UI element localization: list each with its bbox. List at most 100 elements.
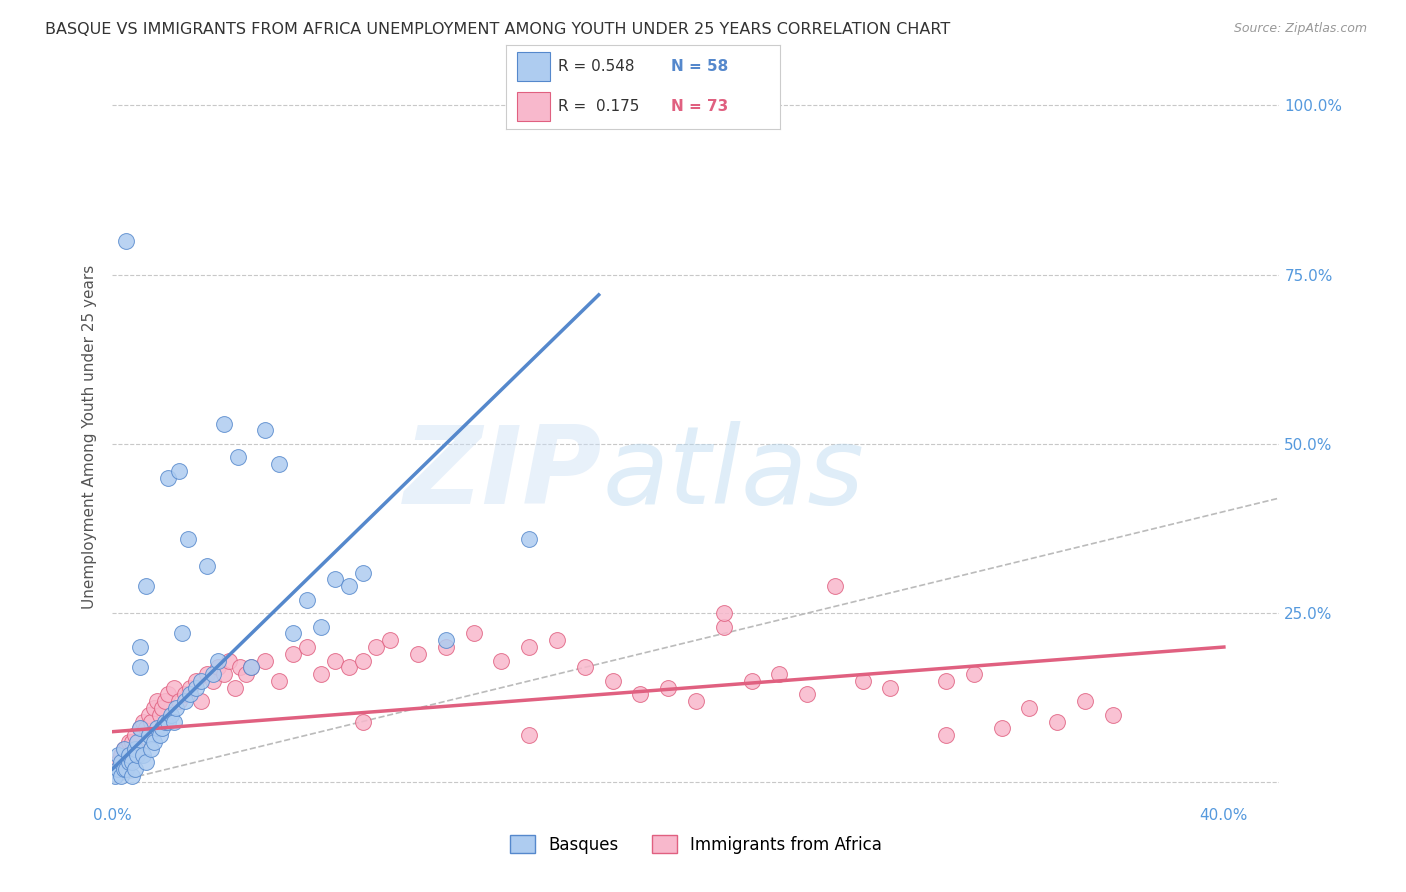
Point <box>118 755 141 769</box>
Point <box>295 592 318 607</box>
Point <box>115 762 138 776</box>
Point <box>152 721 174 735</box>
Point <box>224 681 246 695</box>
Point <box>146 721 169 735</box>
Text: N = 73: N = 73 <box>671 98 728 113</box>
Point <box>337 660 360 674</box>
Point <box>240 660 263 674</box>
Point <box>129 660 152 674</box>
Point <box>352 654 374 668</box>
Point <box>112 741 135 756</box>
Point <box>143 735 166 749</box>
Point <box>463 626 485 640</box>
Point <box>963 667 986 681</box>
Point <box>138 707 160 722</box>
Point <box>323 572 346 586</box>
Point <box>517 728 540 742</box>
Point <box>713 620 735 634</box>
Point <box>195 667 218 681</box>
Point <box>124 762 146 776</box>
Point <box>155 714 177 729</box>
Point <box>380 633 402 648</box>
Text: R =  0.175: R = 0.175 <box>558 98 640 113</box>
Point <box>167 694 190 708</box>
Point <box>1018 701 1040 715</box>
Point <box>195 558 218 573</box>
Point <box>165 701 187 715</box>
Point <box>491 654 513 668</box>
Point <box>107 762 129 776</box>
Text: R = 0.548: R = 0.548 <box>558 59 634 74</box>
Point <box>115 741 138 756</box>
Point <box>121 769 143 783</box>
Point <box>352 566 374 580</box>
Point <box>107 755 129 769</box>
Point <box>135 721 157 735</box>
Point <box>574 660 596 674</box>
Point <box>112 762 135 776</box>
Point <box>713 606 735 620</box>
Point <box>138 728 160 742</box>
Point <box>121 735 143 749</box>
Point <box>141 714 163 729</box>
Point <box>162 681 184 695</box>
Point <box>146 694 169 708</box>
Point <box>129 721 152 735</box>
Point <box>240 660 263 674</box>
Point <box>155 694 177 708</box>
Point <box>990 721 1012 735</box>
Point <box>162 714 184 729</box>
Point <box>685 694 707 708</box>
Point <box>269 457 291 471</box>
Point <box>124 741 146 756</box>
Point <box>207 654 229 668</box>
Point <box>281 626 304 640</box>
Point <box>170 626 193 640</box>
Point <box>935 728 957 742</box>
Point <box>149 707 172 722</box>
Point <box>657 681 679 695</box>
Point <box>173 694 195 708</box>
Point <box>135 755 157 769</box>
Point <box>1101 707 1123 722</box>
Point <box>190 673 212 688</box>
Point <box>254 423 277 437</box>
Point <box>434 633 457 648</box>
Point <box>179 681 201 695</box>
Point <box>110 748 132 763</box>
Point <box>309 667 332 681</box>
Point <box>281 647 304 661</box>
Point <box>127 748 149 763</box>
Point <box>337 579 360 593</box>
Point <box>157 471 180 485</box>
Point <box>309 620 332 634</box>
Point <box>1074 694 1097 708</box>
Point <box>135 579 157 593</box>
Point <box>434 640 457 654</box>
Point <box>235 667 257 681</box>
Point <box>157 688 180 702</box>
Y-axis label: Unemployment Among Youth under 25 years: Unemployment Among Youth under 25 years <box>82 265 97 609</box>
Point <box>152 701 174 715</box>
Point <box>127 741 149 756</box>
Point <box>110 755 132 769</box>
Point <box>602 673 624 688</box>
Point <box>118 735 141 749</box>
Point <box>207 660 229 674</box>
Point <box>124 728 146 742</box>
Point <box>254 654 277 668</box>
Point <box>366 640 388 654</box>
Point <box>212 667 235 681</box>
Point <box>184 681 207 695</box>
Point <box>143 701 166 715</box>
Point <box>132 748 155 763</box>
FancyBboxPatch shape <box>517 53 550 81</box>
Point <box>184 673 207 688</box>
Point <box>115 234 138 248</box>
Text: BASQUE VS IMMIGRANTS FROM AFRICA UNEMPLOYMENT AMONG YOUTH UNDER 25 YEARS CORRELA: BASQUE VS IMMIGRANTS FROM AFRICA UNEMPLO… <box>45 22 950 37</box>
Point <box>107 748 129 763</box>
Point <box>179 688 201 702</box>
Point <box>173 688 195 702</box>
Point <box>628 688 651 702</box>
Point <box>118 748 141 763</box>
